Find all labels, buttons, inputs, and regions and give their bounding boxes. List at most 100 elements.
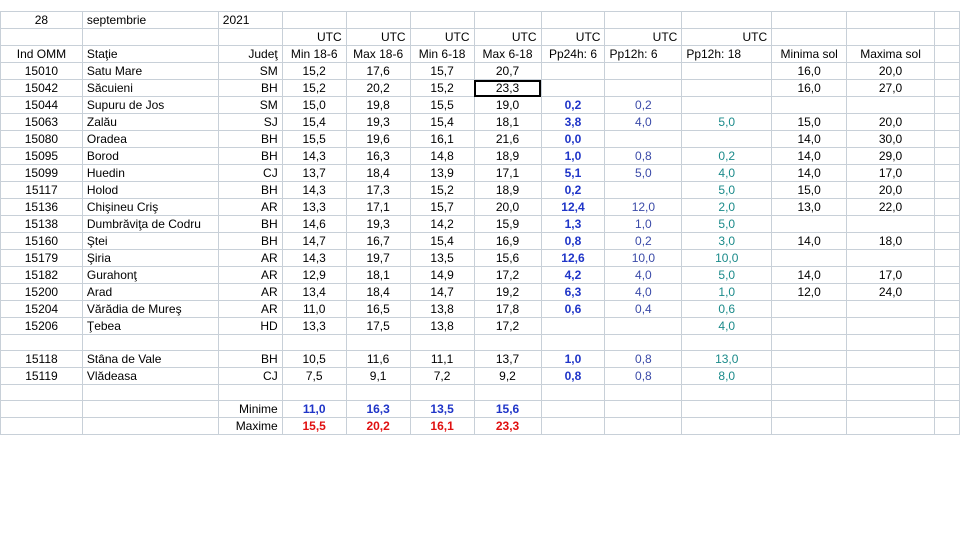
county[interactable]: BH: [217, 232, 283, 250]
min-18-6-value[interactable]: 14,3: [281, 249, 347, 267]
empty-cell[interactable]: [934, 266, 960, 284]
pp12h-18-value[interactable]: 5,0: [681, 181, 773, 199]
empty-cell[interactable]: [81, 28, 219, 46]
max-6-18-value[interactable]: 17,1: [473, 164, 542, 182]
min-18-6-value[interactable]: 14,6: [281, 215, 347, 233]
empty-cell[interactable]: [934, 317, 960, 335]
empty-cell[interactable]: [281, 11, 347, 29]
empty-cell[interactable]: [934, 28, 960, 46]
min-6-18-value[interactable]: 15,4: [409, 232, 475, 250]
empty-cell[interactable]: [934, 198, 960, 216]
station-id[interactable]: 15200: [0, 283, 83, 301]
maxima-sol-value[interactable]: [846, 300, 935, 318]
station-id[interactable]: 15010: [0, 62, 83, 80]
empty-cell[interactable]: [934, 113, 960, 131]
empty-cell[interactable]: [0, 400, 83, 418]
utc-label[interactable]: UTC: [409, 28, 475, 46]
maxima-sol-value[interactable]: 20,0: [846, 113, 935, 131]
min-6-18-value[interactable]: 15,7: [409, 62, 475, 80]
minima-sol-value[interactable]: 13,0: [771, 198, 848, 216]
maxima-sol-value[interactable]: 20,0: [846, 62, 935, 80]
maxima-sol-value[interactable]: 30,0: [846, 130, 935, 148]
pp12h-6-value[interactable]: [604, 62, 683, 80]
empty-cell[interactable]: [934, 283, 960, 301]
county[interactable]: AR: [217, 266, 283, 284]
min-6-18-value[interactable]: 13,8: [409, 300, 475, 318]
max-18-6-value[interactable]: 19,3: [345, 215, 411, 233]
county[interactable]: SJ: [217, 113, 283, 131]
empty-cell[interactable]: [604, 417, 683, 435]
empty-cell[interactable]: [604, 400, 683, 418]
min-18-6-value[interactable]: 14,3: [281, 147, 347, 165]
empty-cell[interactable]: [217, 28, 283, 46]
pp12h-18-value[interactable]: 8,0: [681, 367, 773, 385]
pp24h-value[interactable]: 1,0: [540, 350, 606, 368]
minima-sol-value[interactable]: [771, 215, 848, 233]
empty-cell[interactable]: [934, 384, 960, 401]
maxime-value[interactable]: 20,2: [345, 417, 411, 435]
min-6-18-value[interactable]: 13,9: [409, 164, 475, 182]
station-name[interactable]: Arad: [81, 283, 219, 301]
empty-cell[interactable]: [540, 11, 606, 29]
empty-cell[interactable]: [0, 28, 83, 46]
pp12h-18-value[interactable]: 2,0: [681, 198, 773, 216]
minime-value[interactable]: 15,6: [473, 400, 542, 418]
minima-sol-value[interactable]: [771, 367, 848, 385]
empty-cell[interactable]: [681, 384, 773, 401]
station-id[interactable]: 15138: [0, 215, 83, 233]
pp24h-value[interactable]: 0,2: [540, 181, 606, 199]
county[interactable]: AR: [217, 283, 283, 301]
county[interactable]: BH: [217, 130, 283, 148]
empty-cell[interactable]: [846, 417, 935, 435]
maxima-sol-value[interactable]: 18,0: [846, 232, 935, 250]
min-18-6-value[interactable]: 7,5: [281, 367, 347, 385]
empty-cell[interactable]: [771, 11, 848, 29]
empty-cell[interactable]: [281, 384, 347, 401]
station-name[interactable]: Supuru de Jos: [81, 96, 219, 114]
min-6-18-value[interactable]: 14,2: [409, 215, 475, 233]
pp12h-18-value[interactable]: [681, 62, 773, 80]
max-6-18-value[interactable]: 17,2: [473, 317, 542, 335]
data-grid[interactable]: 28 septembrie 2021 UTC UTC UTC UTC UTC UTC UTC Ind…: [0, 11, 960, 435]
max-18-6-value[interactable]: 17,1: [345, 198, 411, 216]
empty-cell[interactable]: [409, 334, 475, 351]
empty-cell[interactable]: [934, 249, 960, 267]
minima-sol-value[interactable]: 14,0: [771, 130, 848, 148]
minima-sol-value[interactable]: 15,0: [771, 113, 848, 131]
pp12h-18-value[interactable]: 0,2: [681, 147, 773, 165]
min-6-18-value[interactable]: 7,2: [409, 367, 475, 385]
maxima-sol-value[interactable]: 17,0: [846, 164, 935, 182]
station-id[interactable]: 15042: [0, 79, 83, 97]
empty-cell[interactable]: [934, 232, 960, 250]
empty-cell[interactable]: [540, 384, 606, 401]
max-18-6-value[interactable]: 16,5: [345, 300, 411, 318]
minima-sol-value[interactable]: 16,0: [771, 62, 848, 80]
minima-sol-value[interactable]: 14,0: [771, 164, 848, 182]
maxima-sol-value[interactable]: [846, 249, 935, 267]
county[interactable]: SM: [217, 96, 283, 114]
empty-cell[interactable]: [934, 147, 960, 165]
max-18-6-value[interactable]: 20,2: [345, 79, 411, 97]
pp12h-18-value[interactable]: 3,0: [681, 232, 773, 250]
min-6-18-value[interactable]: 15,2: [409, 181, 475, 199]
max-6-18-value[interactable]: 15,9: [473, 215, 542, 233]
empty-cell[interactable]: [473, 334, 542, 351]
maxima-sol-value[interactable]: 29,0: [846, 147, 935, 165]
max-18-6-value[interactable]: 17,6: [345, 62, 411, 80]
max-18-6-value[interactable]: 18,1: [345, 266, 411, 284]
station-id[interactable]: 15119: [0, 367, 83, 385]
max-6-18-value[interactable]: 19,0: [473, 96, 542, 114]
minima-sol-value[interactable]: 14,0: [771, 147, 848, 165]
minima-sol-value[interactable]: 14,0: [771, 232, 848, 250]
column-header-min-18-6[interactable]: Min 18-6: [281, 45, 347, 63]
max-18-6-value[interactable]: 19,8: [345, 96, 411, 114]
county[interactable]: BH: [217, 181, 283, 199]
pp12h-18-value[interactable]: 4,0: [681, 164, 773, 182]
pp24h-value[interactable]: 1,0: [540, 147, 606, 165]
maxima-sol-value[interactable]: 24,0: [846, 283, 935, 301]
empty-cell[interactable]: [473, 11, 542, 29]
pp24h-value[interactable]: 0,0: [540, 130, 606, 148]
empty-cell[interactable]: [934, 417, 960, 435]
station-name[interactable]: Zalău: [81, 113, 219, 131]
